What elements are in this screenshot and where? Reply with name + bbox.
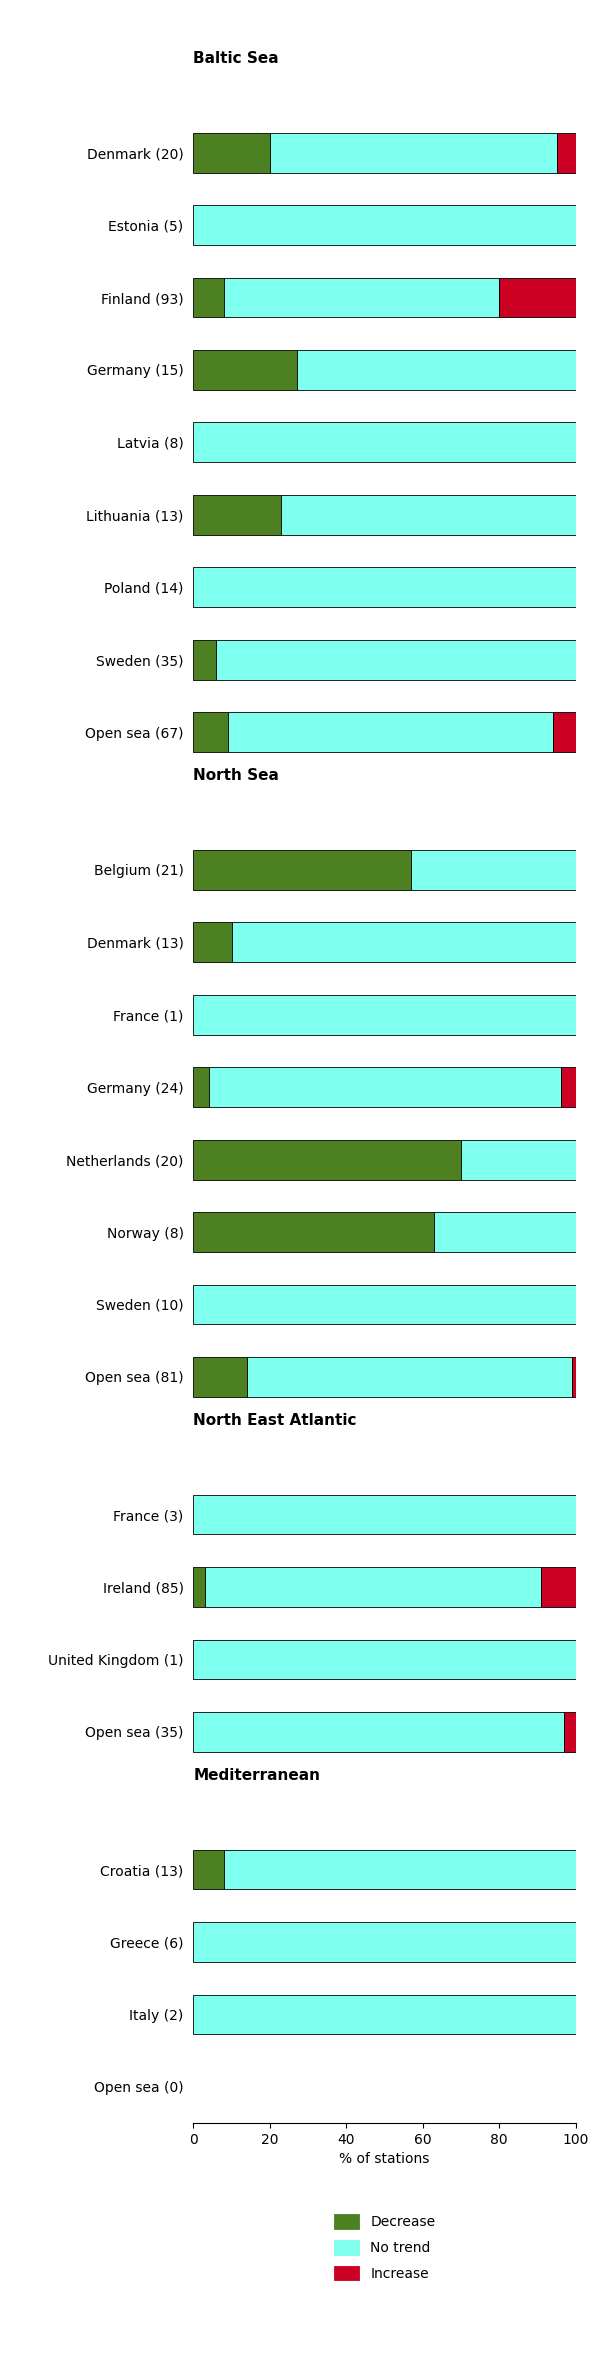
Bar [193, 995, 576, 1036]
Bar [205, 1566, 541, 1606]
Bar [193, 639, 216, 679]
Bar [193, 1713, 564, 1753]
Bar [193, 849, 411, 889]
Bar [557, 132, 576, 172]
Text: North East Atlantic: North East Atlantic [193, 1413, 357, 1427]
Bar [193, 278, 224, 318]
Bar [193, 1640, 576, 1680]
Bar [193, 205, 576, 245]
Bar [434, 1213, 576, 1253]
Bar [193, 569, 576, 606]
Bar [564, 1713, 576, 1753]
X-axis label: % of stations: % of stations [339, 2151, 429, 2166]
Bar [224, 1849, 576, 1890]
Bar [193, 1066, 208, 1106]
Bar [208, 1066, 561, 1106]
Bar [193, 1923, 576, 1963]
Bar [297, 349, 576, 389]
Legend: Decrease, No trend, Increase: Decrease, No trend, Increase [334, 2215, 435, 2281]
Bar [193, 495, 281, 535]
Bar [247, 1356, 572, 1397]
Bar [193, 349, 297, 389]
Bar [270, 132, 557, 172]
Bar [500, 278, 576, 318]
Bar [193, 1139, 461, 1180]
Bar [216, 639, 576, 679]
Text: North Sea: North Sea [193, 769, 279, 783]
Bar [193, 1356, 247, 1397]
Bar [541, 1566, 576, 1606]
Bar [411, 849, 576, 889]
Bar [553, 712, 576, 753]
Bar [224, 278, 500, 318]
Text: Mediterranean: Mediterranean [193, 1767, 320, 1783]
Bar [193, 1993, 576, 2033]
Bar [193, 1849, 224, 1890]
Bar [193, 1213, 434, 1253]
Bar [193, 1496, 576, 1533]
Bar [572, 1356, 576, 1397]
Bar [228, 712, 553, 753]
Bar [461, 1139, 576, 1180]
Text: Baltic Sea: Baltic Sea [193, 52, 279, 66]
Bar [193, 1286, 576, 1323]
Bar [561, 1066, 576, 1106]
Bar [231, 922, 576, 962]
Bar [193, 1566, 205, 1606]
Bar [193, 922, 231, 962]
Bar [193, 132, 270, 172]
Bar [193, 422, 576, 462]
Bar [281, 495, 576, 535]
Bar [193, 712, 228, 753]
